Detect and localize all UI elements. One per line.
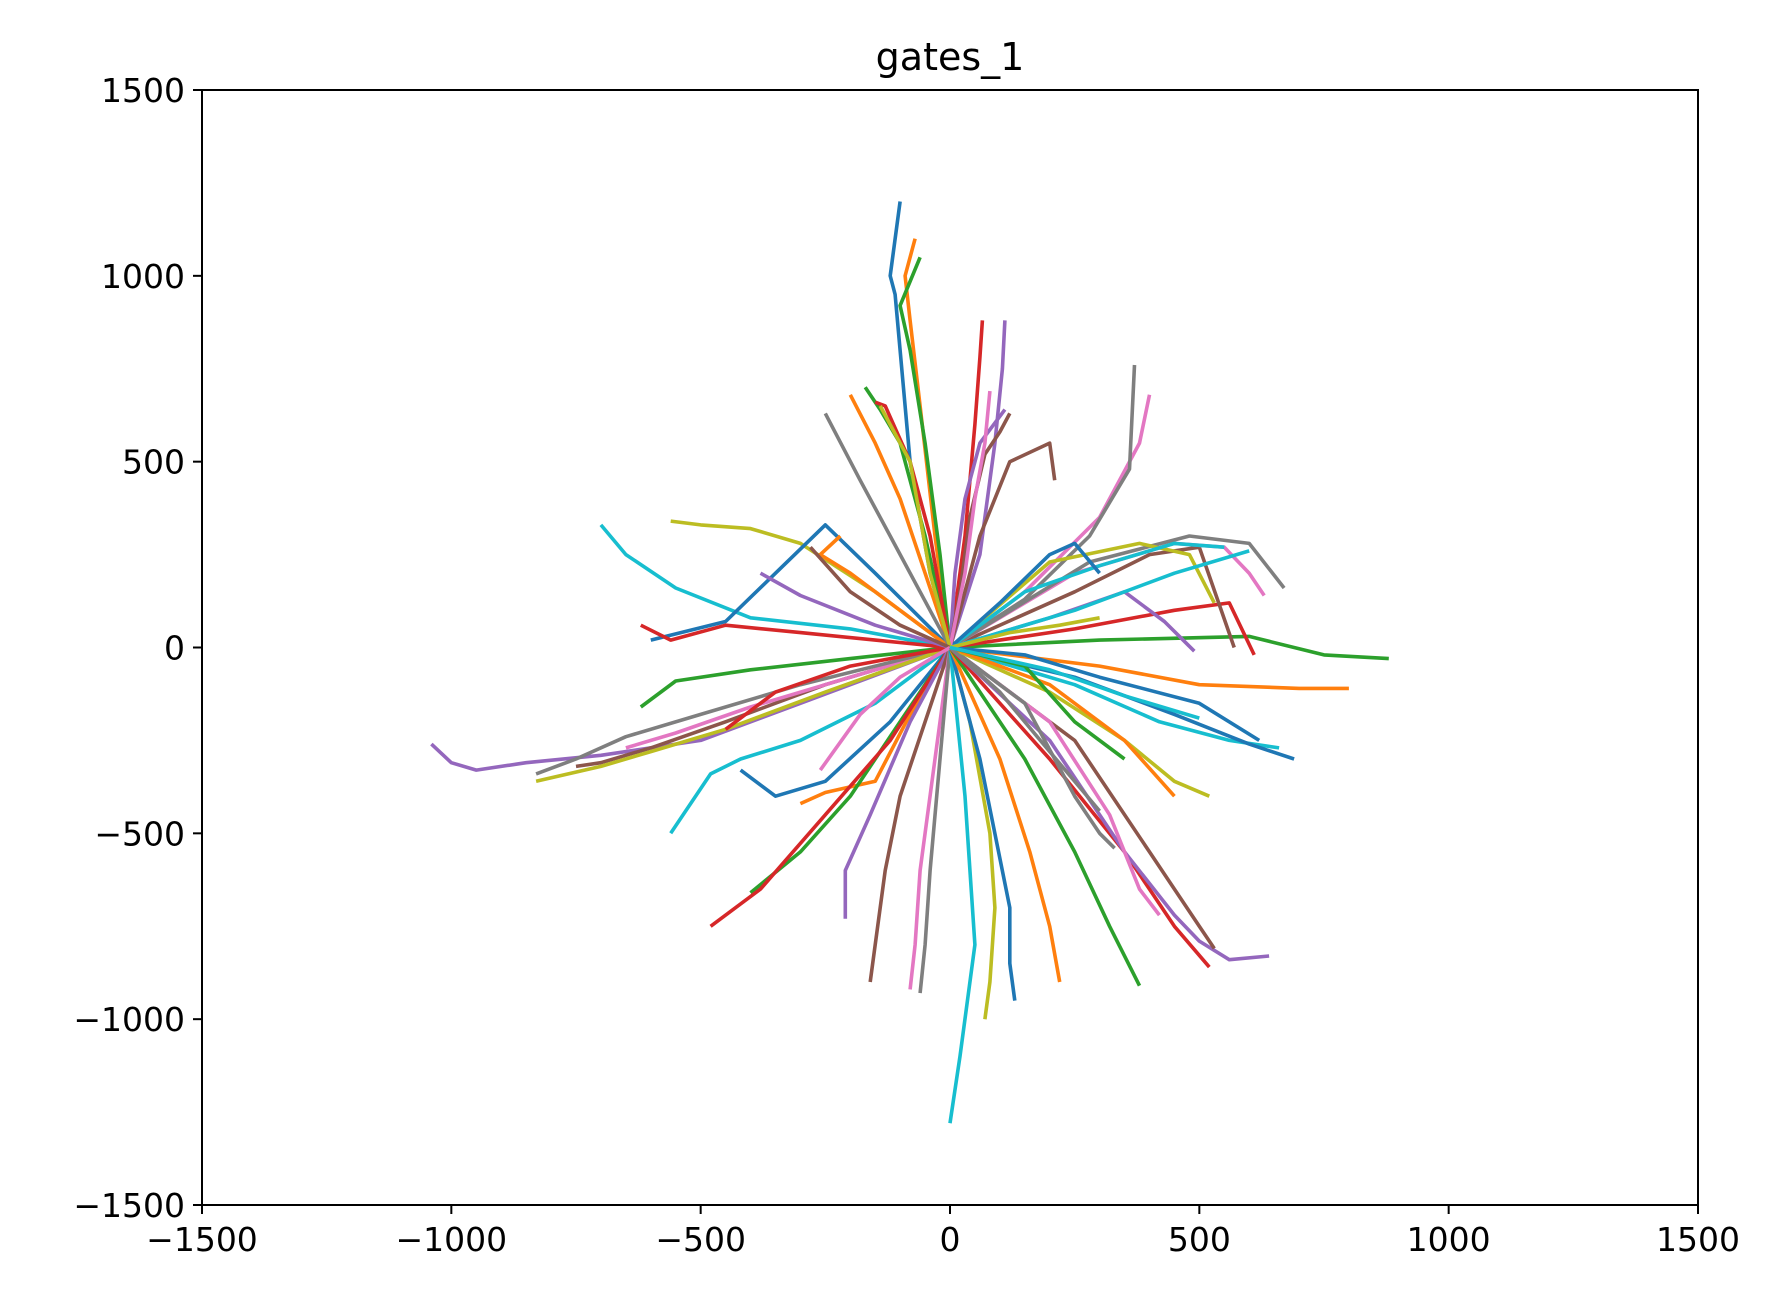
y-tick-label: −1000 (73, 1000, 185, 1039)
trajectory-line (948, 646, 1142, 987)
trajectory-line (949, 534, 1286, 650)
trajectory-line (949, 616, 1100, 650)
trajectory-line (948, 647, 977, 1124)
trajectory-line (948, 408, 1007, 648)
trajectory-line (903, 238, 952, 648)
trajectory-line (918, 647, 952, 994)
y-tick-label: 500 (122, 443, 185, 482)
trajectory-line (878, 405, 952, 648)
y-axis: −1500 −1000 −500 0 500 1000 1500 (73, 71, 202, 1225)
trajectory-line (948, 646, 1270, 962)
x-tick-label: 0 (940, 1220, 961, 1259)
y-tick-label: −500 (94, 814, 185, 853)
x-axis: −1500 −1000 −500 0 500 1000 1500 (146, 1205, 1740, 1259)
trajectory-line (818, 534, 952, 649)
x-tick-label: 1500 (1656, 1220, 1740, 1259)
trajectory-line (709, 646, 952, 928)
y-tick-label: 1500 (101, 71, 185, 110)
trajectory-line (724, 645, 951, 731)
x-tick-label: −1500 (146, 1220, 258, 1259)
trajectory-line (949, 645, 1261, 742)
x-tick-label: 1000 (1407, 1220, 1491, 1259)
trajectory-line (949, 645, 1176, 798)
chart-title: gates_1 (876, 35, 1025, 79)
trajectory-line (669, 646, 952, 835)
trajectory-line (949, 545, 1236, 650)
trajectory-line (639, 645, 951, 709)
trajectory-line (809, 545, 951, 650)
trajectory-line (949, 634, 1389, 661)
trajectory-line (948, 320, 1007, 649)
trajectory-line (535, 645, 951, 784)
plot-lines (430, 201, 1389, 1124)
trajectory-line (639, 623, 951, 650)
trajectory-line (948, 541, 1101, 649)
trajectory-line (949, 549, 1250, 650)
trajectory-line (818, 645, 951, 772)
trajectory-line (848, 393, 952, 649)
trajectory-line (625, 645, 951, 750)
trajectory-line (948, 441, 1057, 648)
trajectory-line (599, 523, 951, 650)
x-tick-label: 500 (1168, 1220, 1231, 1259)
trajectory-line (949, 645, 1200, 720)
trajectory-line (949, 601, 1256, 656)
trajectory-line (948, 646, 1116, 850)
y-tick-label: −1500 (73, 1186, 185, 1225)
x-tick-label: −1000 (396, 1220, 508, 1259)
trajectory-line (948, 320, 985, 648)
trajectory-line (948, 646, 1062, 983)
trajectory-line (759, 571, 951, 650)
trajectory-line (948, 541, 1225, 649)
trajectory-line (739, 646, 952, 799)
trajectory-line (823, 412, 952, 649)
trajectory-line (948, 541, 1216, 649)
trajectory-line (843, 646, 952, 919)
trajectory-line (948, 390, 992, 648)
trajectory-line (535, 645, 951, 776)
trajectory-line (948, 646, 1101, 813)
x-tick-label: −500 (655, 1220, 746, 1259)
trajectory-line (908, 647, 952, 990)
y-tick-label: 0 (164, 629, 185, 668)
trajectory-line (898, 256, 952, 648)
y-tick-label: 1000 (101, 257, 185, 296)
trajectory-line (949, 645, 1349, 691)
trajectory-line (868, 646, 952, 983)
trajectory-line (650, 523, 952, 649)
trajectory-line (948, 647, 1017, 1001)
